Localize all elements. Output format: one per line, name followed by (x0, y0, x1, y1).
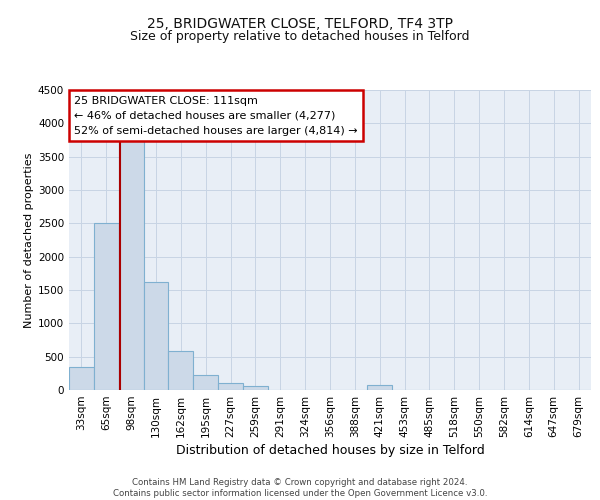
Y-axis label: Number of detached properties: Number of detached properties (24, 152, 34, 328)
Bar (119, 140, 143, 390)
Bar (169, 352, 193, 390)
Text: Size of property relative to detached houses in Telford: Size of property relative to detached ho… (130, 30, 470, 43)
Text: Contains HM Land Registry data © Crown copyright and database right 2024.
Contai: Contains HM Land Registry data © Crown c… (113, 478, 487, 498)
Bar (218, 384, 243, 390)
Text: 25 BRIDGWATER CLOSE: 111sqm
← 46% of detached houses are smaller (4,277)
52% of : 25 BRIDGWATER CLOSE: 111sqm ← 46% of det… (74, 96, 358, 136)
Bar (243, 386, 268, 390)
Bar (69, 366, 94, 390)
X-axis label: Distribution of detached houses by size in Telford: Distribution of detached houses by size … (176, 444, 484, 457)
Bar (94, 224, 119, 390)
Bar (143, 282, 169, 390)
Bar (193, 374, 218, 390)
Bar (367, 386, 392, 390)
Text: 25, BRIDGWATER CLOSE, TELFORD, TF4 3TP: 25, BRIDGWATER CLOSE, TELFORD, TF4 3TP (147, 18, 453, 32)
